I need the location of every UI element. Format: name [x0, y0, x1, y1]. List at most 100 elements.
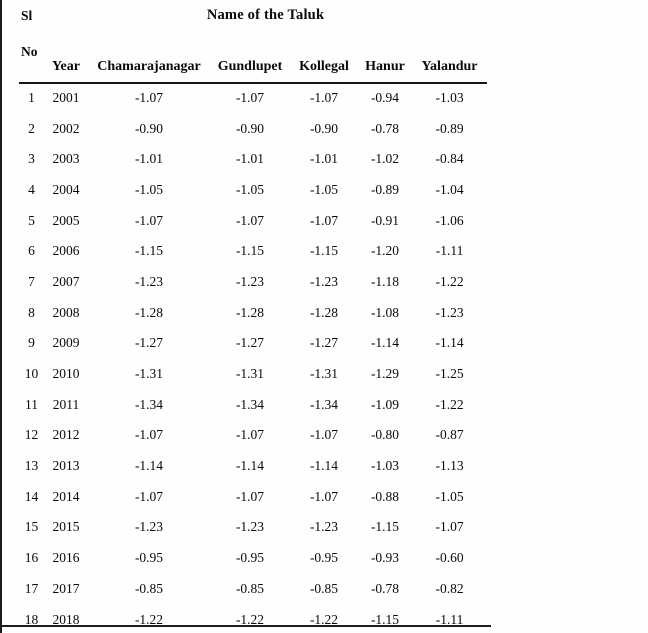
cell-kollegal: -1.07 — [309, 488, 339, 504]
table-title-row: Sl No Name of the Taluk — [19, 2, 487, 84]
cell-hanur: -0.78 — [370, 120, 400, 136]
header-sl-line2: No — [21, 44, 38, 59]
cell-kollegal: -1.28 — [309, 304, 339, 320]
header-yalandur: Yalandur — [412, 39, 488, 84]
cell-year: 2002 — [52, 120, 80, 136]
cell-kollegal: -1.14 — [309, 458, 339, 474]
cell-sl-no: 7 — [28, 273, 35, 289]
cell-sl-no: 2 — [28, 120, 35, 136]
cell-kollegal: -1.23 — [309, 273, 339, 289]
table-row: 4 2004 -1.05 -1.05 -1.05 -0.89 -1.04 — [19, 176, 487, 207]
cell-chamarajanagar: -1.23 — [134, 519, 164, 535]
cell-yalandur: -1.03 — [435, 89, 464, 105]
cell-year: 2006 — [52, 243, 80, 259]
cell-hanur: -1.03 — [370, 458, 400, 474]
cell-hanur: -1.15 — [370, 611, 400, 627]
cell-sl-no: 15 — [24, 519, 39, 535]
cell-kollegal: -1.27 — [309, 335, 339, 351]
cell-year: 2008 — [52, 304, 80, 320]
cell-gundlupet: -1.34 — [235, 396, 265, 412]
cell-gundlupet: -1.07 — [235, 89, 265, 105]
cell-year: 2015 — [52, 519, 80, 535]
cell-year: 2013 — [52, 458, 80, 474]
table-row: 9 2009 -1.27 -1.27 -1.27 -1.14 -1.14 — [19, 330, 487, 361]
cell-sl-no: 16 — [24, 550, 39, 566]
cell-sl-no: 17 — [24, 580, 39, 596]
cell-yalandur: -1.06 — [435, 212, 464, 228]
cell-yalandur: -0.60 — [435, 550, 464, 566]
cell-yalandur: -1.11 — [435, 243, 464, 259]
cell-chamarajanagar: -1.07 — [134, 427, 164, 443]
cell-hanur: -1.29 — [370, 366, 400, 382]
cell-yalandur: -1.11 — [435, 611, 464, 627]
cell-chamarajanagar: -1.15 — [134, 243, 164, 259]
cell-kollegal: -1.31 — [309, 366, 339, 382]
table-row: 5 2005 -1.07 -1.07 -1.07 -0.91 -1.06 — [19, 207, 487, 238]
cell-hanur: -1.18 — [370, 273, 400, 289]
taluk-data-table: Sl No Name of the Taluk Year Chamarajana… — [19, 2, 488, 633]
cell-yalandur: -1.22 — [435, 273, 464, 289]
table-bottom-rule — [0, 625, 491, 627]
cell-gundlupet: -0.95 — [235, 550, 265, 566]
cell-gundlupet: -1.22 — [235, 611, 265, 627]
cell-sl-no: 3 — [28, 151, 35, 167]
cell-yalandur: -1.04 — [435, 181, 464, 197]
cell-sl-no: 1 — [28, 89, 35, 105]
cell-hanur: -0.78 — [370, 580, 400, 596]
table-row: 2 2002 -0.90 -0.90 -0.90 -0.78 -0.89 — [19, 115, 487, 146]
cell-kollegal: -1.15 — [309, 243, 339, 259]
cell-kollegal: -1.05 — [309, 181, 339, 197]
cell-chamarajanagar: -1.23 — [134, 273, 164, 289]
cell-hanur: -1.20 — [370, 243, 400, 259]
cell-gundlupet: -1.07 — [235, 427, 265, 443]
cell-gundlupet: -1.05 — [235, 181, 265, 197]
cell-hanur: -1.15 — [370, 519, 400, 535]
cell-chamarajanagar: -1.31 — [134, 366, 164, 382]
table-row: 18 2018 -1.22 -1.22 -1.22 -1.15 -1.11 — [19, 606, 487, 633]
cell-sl-no: 11 — [25, 396, 38, 412]
table-columns-row: Year Chamarajanagar Gundlupet Kollegal H… — [19, 39, 488, 84]
table-row: 11 2011 -1.34 -1.34 -1.34 -1.09 -1.22 — [19, 391, 487, 422]
cell-chamarajanagar: -0.85 — [134, 580, 164, 596]
cell-hanur: -0.93 — [370, 550, 400, 566]
cell-hanur: -1.09 — [370, 396, 400, 412]
cell-hanur: -0.94 — [370, 89, 400, 105]
table-row: 17 2017 -0.85 -0.85 -0.85 -0.78 -0.82 — [19, 575, 487, 606]
header-sl-no: Sl No — [19, 2, 44, 84]
cell-hanur: -0.89 — [370, 181, 400, 197]
cell-year: 2003 — [52, 151, 80, 167]
cell-hanur: -1.14 — [370, 335, 400, 351]
cell-gundlupet: -1.23 — [235, 519, 265, 535]
cell-chamarajanagar: -1.14 — [134, 458, 164, 474]
table-row: 3 2003 -1.01 -1.01 -1.01 -1.02 -0.84 — [19, 145, 487, 176]
table-row: 15 2015 -1.23 -1.23 -1.23 -1.15 -1.07 — [19, 514, 487, 545]
cell-chamarajanagar: -0.90 — [134, 120, 164, 136]
cell-year: 2018 — [52, 611, 80, 627]
header-sl-line1: Sl — [21, 8, 33, 23]
table-row: 6 2006 -1.15 -1.15 -1.15 -1.20 -1.11 — [19, 237, 487, 268]
cell-gundlupet: -1.07 — [235, 488, 265, 504]
cell-gundlupet: -0.85 — [235, 580, 265, 596]
cell-chamarajanagar: -1.34 — [134, 396, 164, 412]
cell-kollegal: -1.07 — [309, 427, 339, 443]
cell-chamarajanagar: -1.28 — [134, 304, 164, 320]
cell-sl-no: 6 — [28, 243, 35, 259]
cell-hanur: -0.91 — [370, 212, 400, 228]
cell-chamarajanagar: -1.07 — [134, 488, 164, 504]
cell-year: 2004 — [52, 181, 80, 197]
cell-kollegal: -1.07 — [309, 212, 339, 228]
cell-hanur: -0.80 — [370, 427, 400, 443]
cell-chamarajanagar: -0.95 — [134, 550, 164, 566]
header-hanur: Hanur — [358, 39, 412, 84]
cell-gundlupet: -1.31 — [235, 366, 265, 382]
cell-year: 2014 — [52, 488, 80, 504]
cell-sl-no: 12 — [24, 427, 39, 443]
cell-yalandur: -1.05 — [435, 488, 464, 504]
cell-year: 2017 — [52, 580, 80, 596]
cell-kollegal: -1.34 — [309, 396, 339, 412]
cell-sl-no: 10 — [24, 366, 39, 382]
cell-hanur: -0.88 — [370, 488, 400, 504]
table-row: 8 2008 -1.28 -1.28 -1.28 -1.08 -1.23 — [19, 299, 487, 330]
cell-year: 2010 — [52, 366, 80, 382]
